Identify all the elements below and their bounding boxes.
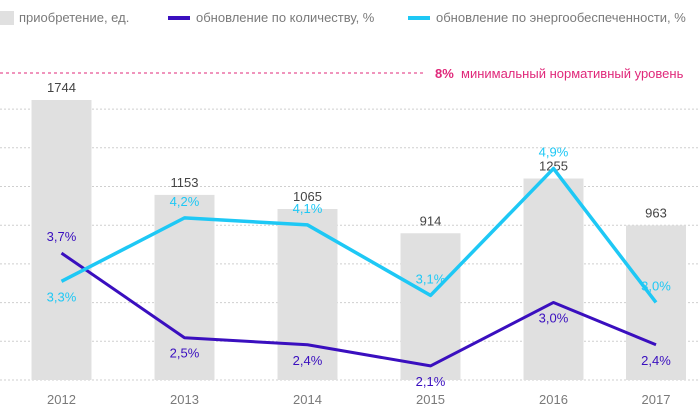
legend-label-energy: обновление по энергообеспеченности, % xyxy=(436,10,686,25)
bar-2015 xyxy=(400,233,461,380)
bars xyxy=(31,99,686,380)
x-axis: 2012 2013 2014 2015 2016 2017 xyxy=(47,392,670,407)
point-label-energy-2017: 3,0% xyxy=(641,278,671,293)
bar-2012 xyxy=(31,99,92,380)
point-label-qty-2016: 3,0% xyxy=(539,310,569,325)
bar-labels: 1744 1153 1065 914 1255 963 xyxy=(47,80,667,228)
bar-2013 xyxy=(154,194,215,380)
x-tick-2016: 2016 xyxy=(539,392,568,407)
line-energy xyxy=(60,166,658,304)
bar-2017 xyxy=(626,225,686,380)
x-tick-2017: 2017 xyxy=(642,392,671,407)
legend-label-bars: приобретение, ед. xyxy=(19,10,129,25)
x-tick-2012: 2012 xyxy=(47,392,76,407)
point-label-qty-2014: 2,4% xyxy=(293,353,323,368)
bar-label-2015: 914 xyxy=(420,213,442,228)
point-label-energy-2016: 4,9% xyxy=(539,145,569,160)
x-tick-2013: 2013 xyxy=(170,392,199,407)
point-label-qty-2015: 2,1% xyxy=(416,374,446,389)
legend-swatch-bars xyxy=(0,11,14,25)
bar-label-2017: 963 xyxy=(645,205,667,220)
x-tick-2015: 2015 xyxy=(416,392,445,407)
reference-value-label: 8% xyxy=(435,66,454,81)
bar-label-2012: 1744 xyxy=(47,80,76,95)
bar-label-2014: 1065 xyxy=(293,189,322,204)
legend-swatch-qty xyxy=(168,16,190,20)
point-label-energy-2015: 3,1% xyxy=(416,271,446,286)
legend-label-qty: обновление по количеству, % xyxy=(196,10,375,25)
x-tick-2014: 2014 xyxy=(293,392,322,407)
series-lines xyxy=(60,166,658,368)
point-label-energy-2014: 4,1% xyxy=(293,201,323,216)
reference-line-group: 8% минимальный нормативный уровень xyxy=(0,66,684,81)
grid xyxy=(0,108,700,381)
reference-label: минимальный нормативный уровень xyxy=(461,66,684,81)
legend-swatch-energy xyxy=(408,16,430,20)
point-labels: 3,7% 2,5% 2,4% 2,1% 3,0% 2,4% 3,3% 4,2% 4,1% 3,1%… xyxy=(47,145,672,389)
point-label-qty-2012: 3,7% xyxy=(47,229,77,244)
bar-label-2016: 1255 xyxy=(539,159,568,174)
point-label-qty-2013: 2,5% xyxy=(170,346,200,361)
bar-label-2013: 1153 xyxy=(171,175,199,190)
bar-2016 xyxy=(523,178,584,380)
point-label-qty-2017: 2,4% xyxy=(641,353,671,368)
legend: приобретение, ед. обновление по количест… xyxy=(0,10,686,25)
point-label-energy-2012: 3,3% xyxy=(47,289,77,304)
point-label-energy-2013: 4,2% xyxy=(170,194,200,209)
line-qty xyxy=(60,251,657,368)
